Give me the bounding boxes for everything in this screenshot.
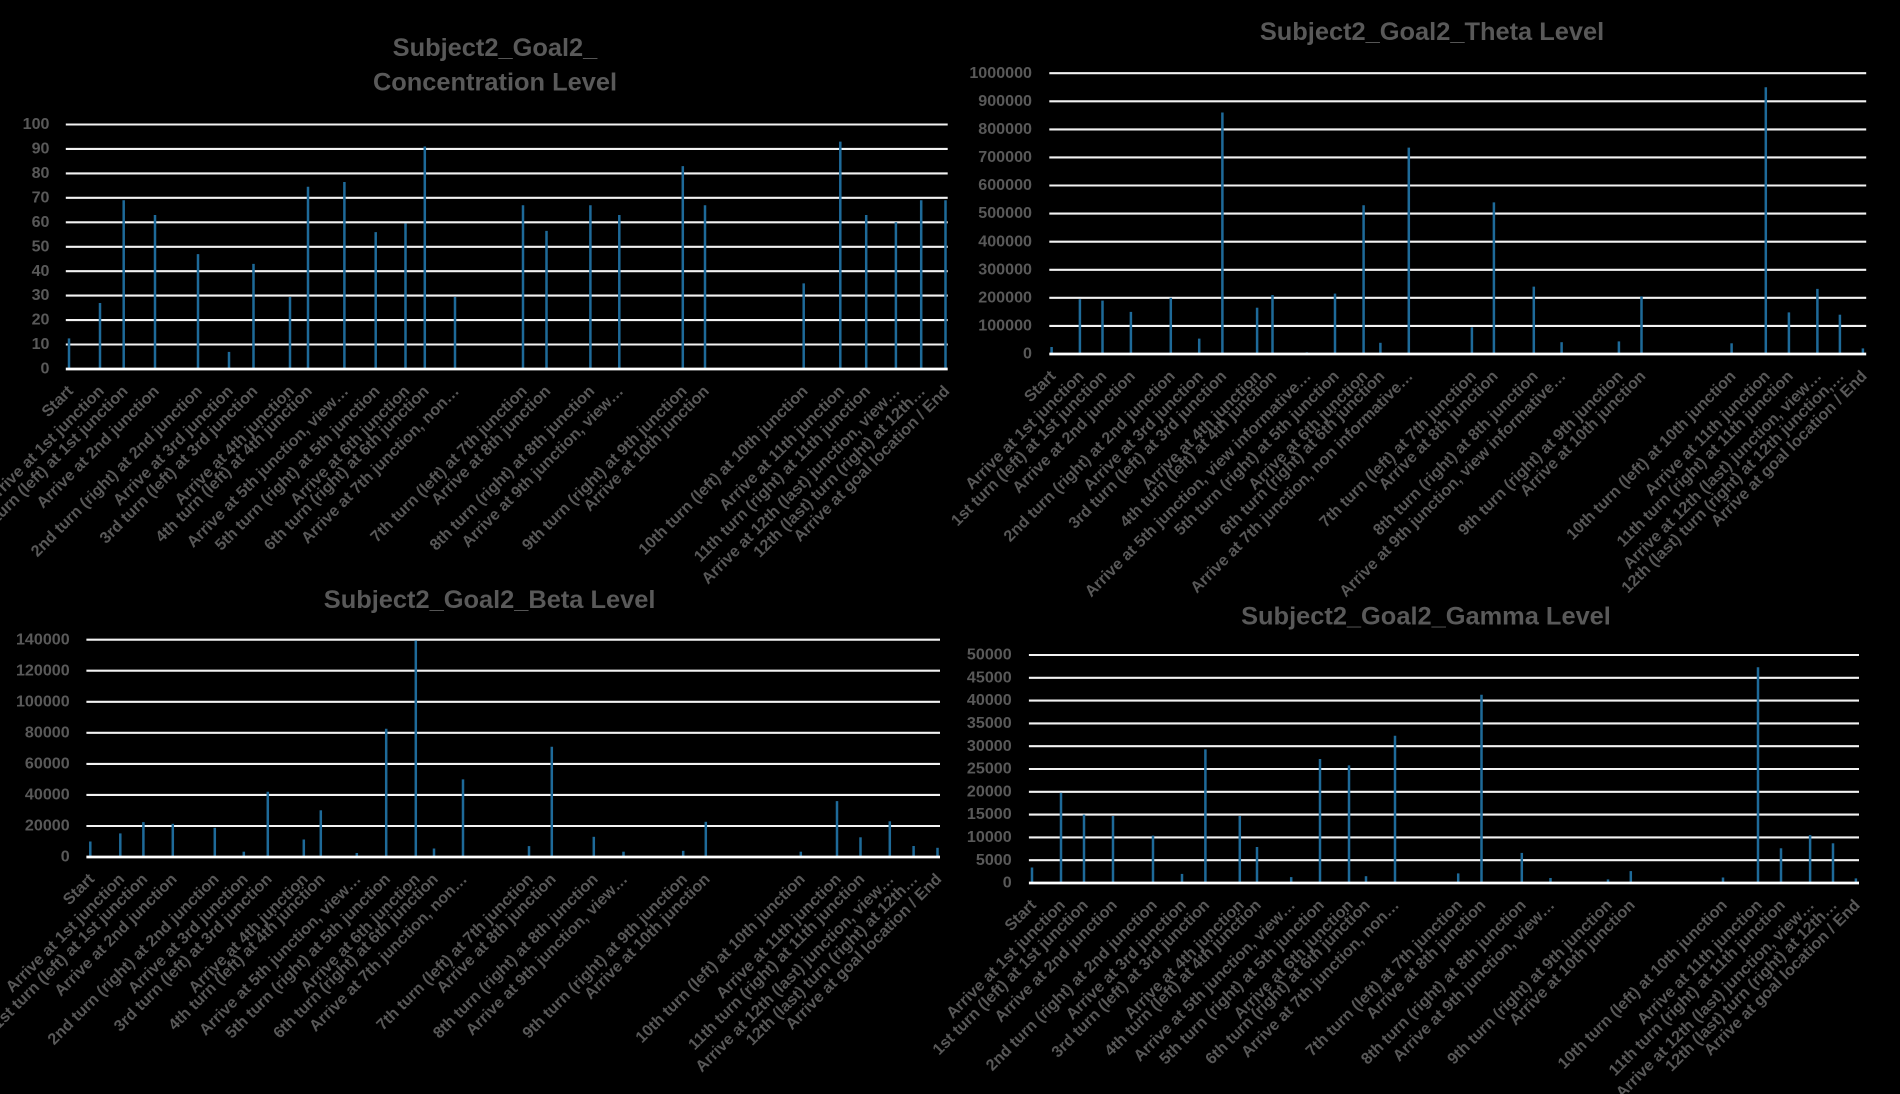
svg-text:100000: 100000 <box>16 692 70 710</box>
svg-text:90: 90 <box>32 140 50 158</box>
svg-text:60000: 60000 <box>25 755 70 773</box>
svg-text:Subject2_Goal2_Gamma Level: Subject2_Goal2_Gamma Level <box>1241 603 1611 631</box>
svg-text:Subject2_Goal2_: Subject2_Goal2_ <box>393 34 599 62</box>
svg-text:800000: 800000 <box>978 120 1032 138</box>
svg-text:20000: 20000 <box>25 817 70 835</box>
svg-text:80: 80 <box>32 164 50 182</box>
svg-text:100000: 100000 <box>978 317 1032 335</box>
svg-text:20000: 20000 <box>967 782 1012 800</box>
svg-text:5000: 5000 <box>976 851 1012 869</box>
svg-text:120000: 120000 <box>16 661 70 679</box>
svg-text:500000: 500000 <box>978 204 1032 222</box>
svg-text:30000: 30000 <box>967 737 1012 755</box>
svg-text:40: 40 <box>32 262 50 280</box>
svg-text:70: 70 <box>32 188 50 206</box>
svg-text:40000: 40000 <box>25 786 70 804</box>
svg-text:35000: 35000 <box>967 714 1012 732</box>
svg-text:600000: 600000 <box>978 176 1032 194</box>
svg-text:0: 0 <box>1023 345 1032 363</box>
svg-text:100: 100 <box>23 115 50 133</box>
svg-text:300000: 300000 <box>978 260 1032 278</box>
svg-text:200000: 200000 <box>978 288 1032 306</box>
svg-text:140000: 140000 <box>16 630 70 648</box>
svg-text:20: 20 <box>32 311 50 329</box>
svg-text:50000: 50000 <box>967 646 1012 664</box>
svg-text:Concentration Level: Concentration Level <box>373 69 617 97</box>
svg-text:60: 60 <box>32 213 50 231</box>
svg-text:Subject2_Goal2_Theta Level: Subject2_Goal2_Theta Level <box>1260 18 1604 46</box>
svg-text:700000: 700000 <box>978 148 1032 166</box>
svg-text:10000: 10000 <box>967 828 1012 846</box>
svg-text:0: 0 <box>61 848 70 866</box>
svg-text:40000: 40000 <box>967 691 1012 709</box>
svg-text:1000000: 1000000 <box>969 64 1032 82</box>
svg-text:45000: 45000 <box>967 668 1012 686</box>
svg-text:900000: 900000 <box>978 92 1032 110</box>
svg-text:10: 10 <box>32 335 50 353</box>
svg-text:0: 0 <box>1003 874 1012 892</box>
svg-text:80000: 80000 <box>25 723 70 741</box>
svg-text:25000: 25000 <box>967 760 1012 778</box>
svg-text:15000: 15000 <box>967 805 1012 823</box>
svg-text:400000: 400000 <box>978 232 1032 250</box>
svg-text:30: 30 <box>32 286 50 304</box>
svg-text:Subject2_Goal2_Beta Level: Subject2_Goal2_Beta Level <box>324 586 656 614</box>
svg-text:0: 0 <box>41 360 50 378</box>
svg-text:50: 50 <box>32 237 50 255</box>
